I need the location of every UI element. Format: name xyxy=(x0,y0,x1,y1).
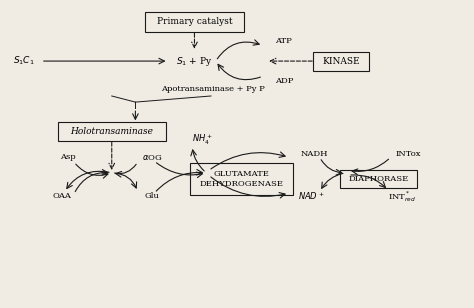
Text: Primary catalyst: Primary catalyst xyxy=(156,18,232,26)
FancyBboxPatch shape xyxy=(340,170,417,188)
Text: $S_1C_1$: $S_1C_1$ xyxy=(12,55,34,67)
Text: $NH_4^+$: $NH_4^+$ xyxy=(192,133,213,147)
Text: DIAPHORASE: DIAPHORASE xyxy=(349,175,409,183)
Text: Glu: Glu xyxy=(145,192,160,201)
Text: Holotransaminase: Holotransaminase xyxy=(70,127,153,136)
Text: $S_1$ + Py: $S_1$ + Py xyxy=(175,55,212,67)
Text: Asp: Asp xyxy=(60,153,75,161)
FancyBboxPatch shape xyxy=(313,52,369,71)
FancyBboxPatch shape xyxy=(190,164,293,195)
FancyBboxPatch shape xyxy=(58,122,165,141)
Text: $NAD^+$: $NAD^+$ xyxy=(299,191,325,202)
Text: OAA: OAA xyxy=(53,192,72,201)
Text: $\alpha$OG: $\alpha$OG xyxy=(143,153,163,162)
Text: Apotransaminase + Py P: Apotransaminase + Py P xyxy=(161,85,265,93)
Text: NADH: NADH xyxy=(301,150,328,158)
Text: ADP: ADP xyxy=(275,77,293,85)
FancyBboxPatch shape xyxy=(146,11,244,32)
Text: INT$^*_{red}$: INT$^*_{red}$ xyxy=(388,189,416,204)
Text: GLUTAMATE
DEHYDROGENASE: GLUTAMATE DEHYDROGENASE xyxy=(200,170,284,188)
Text: KINASE: KINASE xyxy=(322,57,360,66)
Text: ATP: ATP xyxy=(275,37,292,45)
Text: INTox: INTox xyxy=(395,150,421,158)
